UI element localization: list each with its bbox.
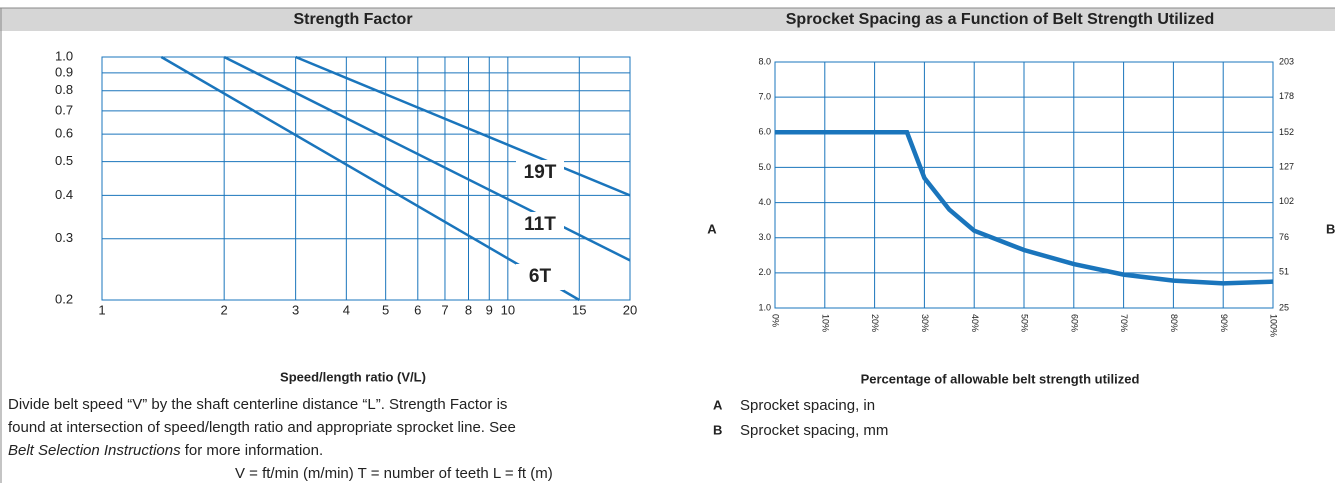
x-tick-label: 10 <box>501 302 515 317</box>
x-tick-label: 20 <box>623 302 637 317</box>
x-axis-label: Percentage of allowable belt strength ut… <box>861 371 1140 386</box>
plot-border <box>101 56 631 301</box>
header-title: Strength Factor <box>293 11 412 28</box>
description: Belt Selection Instructions for more inf… <box>8 442 323 459</box>
description: found at intersection of speed/length ra… <box>8 419 516 436</box>
data-line <box>775 130 1274 286</box>
y-tick-label: 2.0 <box>758 267 771 277</box>
x-tick-label: 1 <box>98 302 105 317</box>
y2-tick-label: 178 <box>1279 91 1294 101</box>
x-tick-label: 60% <box>1069 314 1079 332</box>
data-line <box>295 55 631 197</box>
legend-text: Sprocket spacing, mm <box>740 422 888 439</box>
y-tick-label: 0.4 <box>55 187 73 202</box>
x-tick-label: 2 <box>221 302 228 317</box>
y-tick-label: 5.0 <box>758 162 771 172</box>
y2-tick-label: 76 <box>1279 232 1289 242</box>
x-tick-label: 8 <box>465 302 472 317</box>
y-tick-label: 1.0 <box>758 302 771 312</box>
legend-key: B <box>713 422 722 437</box>
x-tick-label: 9 <box>486 302 493 317</box>
data-line <box>160 55 580 302</box>
y-tick-label: 0.6 <box>55 126 73 141</box>
x-tick-label: 20% <box>870 314 880 332</box>
x-tick-label: 15 <box>572 302 586 317</box>
header-bar <box>0 8 1335 31</box>
y2-tick-label: 152 <box>1279 127 1294 137</box>
x-tick-label: 100% <box>1269 314 1279 337</box>
y-tick-label: 0.5 <box>55 153 73 168</box>
header-title: Sprocket Spacing as a Function of Belt S… <box>786 11 1215 28</box>
x-tick-label: 3 <box>292 302 299 317</box>
y-tick-label: 6.0 <box>758 127 771 137</box>
series-label-bg <box>516 264 564 290</box>
x-tick-label: 4 <box>343 302 350 317</box>
y2-tick-label: 127 <box>1279 161 1294 171</box>
description-italic: Belt Selection Instructions <box>8 442 181 459</box>
y-tick-label: 0.9 <box>55 64 73 79</box>
x-axis-label: Speed/length ratio (V/L) <box>280 369 426 384</box>
plot-border <box>774 61 1274 309</box>
y-tick-label: 7.0 <box>758 92 771 102</box>
description: V = ft/min (m/min) T = number of teeth L… <box>235 465 553 482</box>
y-axis-label: A <box>707 221 717 236</box>
x-tick-label: 7 <box>441 302 448 317</box>
description: Divide belt speed “V” by the shaft cente… <box>8 396 507 413</box>
y-tick-label: 1.0 <box>55 48 73 63</box>
series-label: 19T <box>524 162 557 183</box>
y2-tick-label: 102 <box>1279 196 1294 206</box>
x-tick-label: 30% <box>920 314 930 332</box>
y-tick-label: 0.2 <box>55 291 73 306</box>
series-label-bg <box>516 160 564 186</box>
y2-axis-label: B <box>1326 221 1335 236</box>
legend-text: Sprocket spacing, in <box>740 397 875 414</box>
series-label-bg <box>516 212 564 238</box>
y-tick-label: 0.8 <box>55 82 73 97</box>
x-tick-label: 70% <box>1119 314 1129 332</box>
x-tick-label: 40% <box>970 314 980 332</box>
x-tick-label: 6 <box>414 302 421 317</box>
x-tick-label: 80% <box>1169 314 1179 332</box>
x-tick-label: 90% <box>1219 314 1229 332</box>
y-tick-label: 8.0 <box>758 56 771 66</box>
description: for more information. <box>181 442 324 459</box>
x-tick-label: 0% <box>771 314 781 327</box>
legend-key: A <box>713 397 723 412</box>
series-label: 6T <box>529 266 552 287</box>
data-line <box>223 55 631 262</box>
y-tick-label: 3.0 <box>758 232 771 242</box>
series-label: 11T <box>524 214 556 235</box>
x-tick-label: 10% <box>820 314 830 332</box>
y-tick-label: 0.3 <box>55 230 73 245</box>
x-tick-label: 50% <box>1020 314 1030 332</box>
y2-tick-label: 203 <box>1279 56 1294 66</box>
x-tick-label: 5 <box>382 302 389 317</box>
y2-tick-label: 25 <box>1279 302 1289 312</box>
y2-tick-label: 51 <box>1279 266 1289 276</box>
y-tick-label: 0.7 <box>55 102 73 117</box>
y-tick-label: 4.0 <box>758 197 771 207</box>
